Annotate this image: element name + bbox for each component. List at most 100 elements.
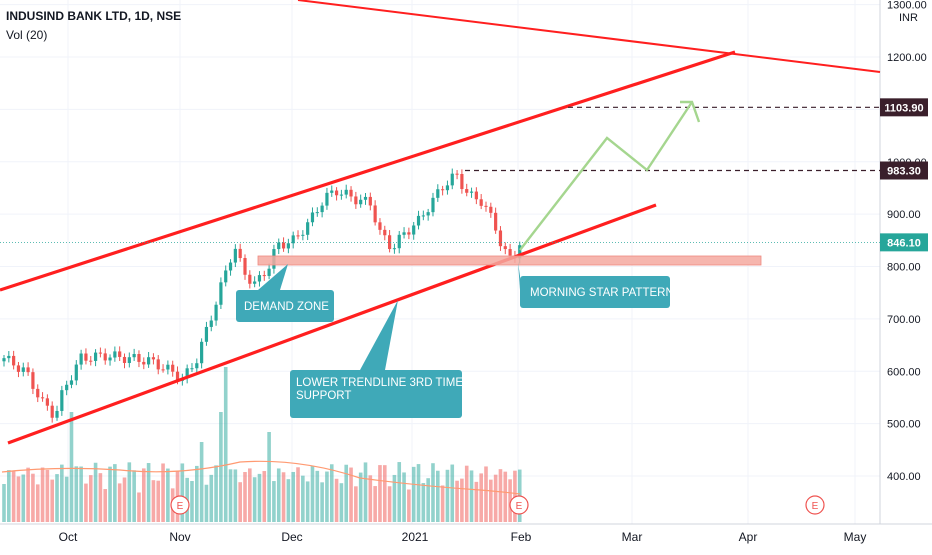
volume-bar	[368, 475, 373, 522]
candle-body	[339, 194, 343, 196]
candle-body	[103, 353, 107, 361]
volume-bar	[354, 486, 358, 522]
candle-body	[460, 173, 464, 190]
candle-body	[89, 360, 93, 362]
volume-bar	[55, 474, 59, 522]
volume-bar	[431, 463, 435, 522]
candle-body	[108, 357, 112, 361]
callout-text: SUPPORT	[296, 390, 351, 402]
volume-bar	[296, 467, 300, 522]
price-tag	[880, 233, 928, 252]
volume-bar	[151, 480, 156, 522]
volume-bar	[141, 468, 146, 522]
candle-body	[243, 258, 247, 275]
callout-text: LOWER TRENDLINE 3RD TIME	[296, 377, 463, 389]
volume-bar	[344, 464, 349, 522]
candle-body	[171, 364, 175, 372]
volume-bars	[2, 367, 522, 522]
volume-bar	[248, 468, 252, 522]
volume-bar	[180, 463, 185, 522]
y-tick-label: 400.00	[887, 471, 921, 483]
candle-body	[262, 275, 266, 277]
volume-bar	[45, 469, 50, 522]
volume-bar	[113, 464, 117, 522]
candle-body	[55, 410, 59, 418]
candle-body	[397, 234, 401, 249]
callout-pointer	[518, 262, 520, 290]
volume-bar	[421, 483, 426, 522]
candle-body	[40, 397, 45, 399]
candle-body	[228, 262, 233, 271]
y-tick-label: 900.00	[887, 209, 921, 221]
volume-bar	[84, 483, 88, 522]
volume-bar	[219, 412, 223, 522]
volume-bar	[223, 367, 228, 522]
volume-bar	[35, 484, 40, 522]
candle-body	[518, 245, 522, 259]
volume-bar	[199, 442, 204, 522]
candle-body	[281, 242, 286, 249]
volume-bar	[146, 463, 151, 522]
volume-bar	[233, 469, 238, 522]
volume-bar	[214, 465, 218, 522]
volume-bar	[479, 473, 483, 522]
volume-bar	[156, 480, 161, 522]
volume-bar	[301, 475, 305, 522]
volume-bar	[378, 465, 382, 522]
callout-pointer	[360, 300, 398, 370]
upper-channel-line	[0, 50, 736, 292]
candle-body	[267, 268, 271, 276]
candle-body	[84, 353, 88, 361]
candle-body	[320, 205, 324, 213]
candle-body	[402, 232, 406, 235]
currency-label: INR	[899, 12, 918, 24]
callout-box	[520, 276, 670, 308]
volume-bar	[373, 486, 377, 522]
volume-bar	[455, 480, 459, 522]
candle-body	[325, 192, 329, 206]
candle-body	[161, 369, 165, 371]
volume-bar	[484, 466, 488, 522]
y-tick-label: 500.00	[887, 419, 921, 431]
volume-bar	[411, 466, 416, 522]
projection-path	[519, 101, 694, 251]
candle-body	[474, 191, 478, 200]
volume-bar	[21, 474, 26, 522]
x-tick-label: Dec	[281, 530, 302, 544]
volume-bar	[460, 478, 464, 522]
candle-body	[315, 212, 319, 214]
candles	[2, 168, 522, 423]
candle-body	[392, 248, 397, 250]
candle-body	[175, 371, 180, 381]
volume-bar	[286, 479, 291, 522]
candle-body	[50, 405, 54, 418]
candle-body	[132, 354, 136, 358]
volume-indicator-label[interactable]: Vol (20)	[6, 28, 48, 42]
candle-body	[306, 222, 310, 235]
x-tick-label: Oct	[59, 530, 78, 544]
volume-bar	[426, 478, 430, 522]
volume-bar	[60, 464, 64, 522]
candle-body	[127, 357, 131, 363]
candle-body	[122, 356, 127, 363]
volume-bar	[320, 482, 324, 522]
candle-body	[214, 304, 218, 321]
candle-body	[36, 388, 40, 398]
volume-bar	[40, 467, 45, 522]
x-tick-label: Apr	[739, 530, 758, 544]
candle-body	[455, 173, 459, 175]
volume-bar	[2, 484, 6, 522]
volume-bar	[127, 462, 132, 522]
candle-body	[137, 354, 141, 362]
volume-bar	[137, 492, 141, 522]
volume-bar	[7, 470, 11, 522]
demand-zone-callout: DEMAND ZONE	[236, 264, 334, 322]
price-tag-label: 1103.90	[884, 102, 923, 114]
y-tick-label: 800.00	[887, 262, 921, 274]
x-tick-label: Feb	[511, 530, 532, 544]
callout-text: DEMAND ZONE	[244, 301, 329, 313]
volume-bar	[325, 471, 329, 522]
volume-bar	[262, 471, 267, 522]
